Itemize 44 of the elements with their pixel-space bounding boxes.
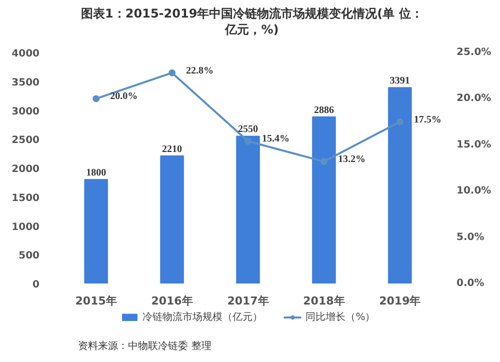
bar bbox=[84, 179, 108, 284]
data-label: 1800 bbox=[86, 168, 106, 179]
y-tick-label: 3000 bbox=[12, 106, 40, 118]
x-tick-label: 2018年 bbox=[303, 294, 345, 308]
y2-tick-label: 10.0% bbox=[456, 186, 492, 197]
data-label: 17.5% bbox=[414, 114, 442, 126]
y-tick-label: 3500 bbox=[12, 77, 40, 88]
y2-tick-label: 25.0% bbox=[456, 47, 492, 58]
legend-label: 冷链物流市场规模（亿元） bbox=[142, 310, 263, 324]
data-label: 2210 bbox=[162, 144, 182, 155]
bar bbox=[388, 87, 412, 284]
bar bbox=[160, 155, 184, 284]
y2-tick-label: 15.0% bbox=[456, 139, 492, 150]
y2-tick-label: 5.0% bbox=[456, 232, 484, 243]
point bbox=[168, 69, 176, 76]
y2-tick-label: 20.0% bbox=[456, 93, 492, 104]
point bbox=[396, 118, 404, 126]
y2-tick-label: 0.0% bbox=[456, 278, 484, 289]
y-tick-label: 2000 bbox=[12, 164, 40, 175]
data-label: 22.8% bbox=[186, 65, 214, 76]
point bbox=[320, 158, 328, 166]
y-tick-label: 2500 bbox=[12, 135, 40, 146]
y-tick-label: 1000 bbox=[12, 222, 40, 233]
data-label: 20.0% bbox=[110, 91, 138, 102]
data-label: 2886 bbox=[314, 104, 334, 116]
y-tick-label: 500 bbox=[18, 250, 40, 262]
data-label: 3391 bbox=[390, 76, 410, 87]
data-label: 13.2% bbox=[338, 154, 366, 166]
data-label: 15.4% bbox=[262, 134, 290, 145]
x-tick-label: 2019年 bbox=[379, 294, 421, 308]
y-tick-label: 4000 bbox=[12, 48, 40, 60]
x-tick-label: 2017年 bbox=[227, 294, 269, 308]
y-tick-label: 0 bbox=[32, 280, 40, 290]
data-label: 2550 bbox=[238, 124, 258, 136]
point bbox=[92, 95, 100, 102]
chart-title: 图表1：2015-2019年中国冷链物流市场规模变化情况(单 位：亿元，%) bbox=[81, 6, 423, 36]
x-tick-label: 2015年 bbox=[75, 294, 117, 308]
point bbox=[244, 138, 252, 145]
bar bbox=[312, 116, 336, 284]
text: 资料来源：中物联冷链委 整理 bbox=[78, 340, 212, 352]
x-tick-label: 2016年 bbox=[151, 294, 193, 308]
bar bbox=[236, 136, 260, 284]
legend-label: 同比增长（%） bbox=[306, 310, 376, 324]
y-tick-label: 1500 bbox=[12, 192, 40, 204]
